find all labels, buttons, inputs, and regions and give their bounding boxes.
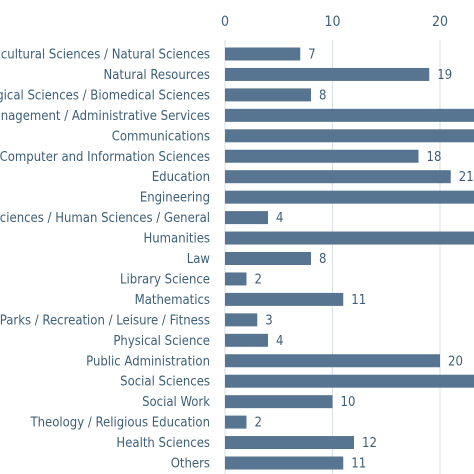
category-label: Mathematics <box>135 293 210 308</box>
x-tick-label: 20 <box>432 14 448 30</box>
bar <box>225 108 474 122</box>
category-label: Business / Management / Administrative S… <box>0 109 210 124</box>
bar <box>225 436 354 450</box>
category-label: Agricultural Sciences / Natural Sciences <box>0 48 210 63</box>
bar <box>225 67 430 81</box>
bar <box>225 333 268 347</box>
data-label: 2 <box>255 416 262 431</box>
data-label: 8 <box>319 88 326 103</box>
category-label: Communications <box>112 129 210 144</box>
bar <box>225 354 440 368</box>
category-label: Education <box>152 170 210 185</box>
data-label: 3 <box>265 313 272 328</box>
category-label: Engineering <box>140 191 210 206</box>
bar <box>225 292 344 306</box>
data-label: 11 <box>351 293 366 308</box>
category-label: Humanities <box>143 232 210 247</box>
bar <box>225 88 311 102</box>
category-labels: Agricultural Sciences / Natural Sciences… <box>0 48 210 472</box>
bar <box>225 190 474 204</box>
data-label: 10 <box>341 395 356 410</box>
data-label: 20 <box>448 354 463 369</box>
bars <box>225 47 474 470</box>
bar <box>225 456 344 470</box>
category-label: Social Sciences <box>120 375 210 390</box>
data-label: 11 <box>351 457 366 472</box>
bar <box>225 272 247 286</box>
data-label: 4 <box>276 211 283 226</box>
category-label: Physical Science <box>113 334 210 349</box>
value-labels: 71983327182132433821134201021211 <box>255 48 474 472</box>
category-label: Parks / Recreation / Leisure / Fitness <box>0 313 210 328</box>
bar <box>225 374 474 388</box>
data-label: 12 <box>362 436 377 451</box>
category-label: Family and Consumer Sciences / Human Sci… <box>0 211 210 226</box>
bar <box>225 170 451 184</box>
data-label: 2 <box>255 272 262 287</box>
bar <box>225 395 333 409</box>
x-axis-ticks: 010203040 <box>221 14 448 30</box>
category-label: Others <box>171 457 210 472</box>
data-label: 4 <box>276 334 283 349</box>
category-label: Theology / Religious Education <box>29 416 210 431</box>
bar <box>225 415 247 429</box>
bar <box>225 47 301 61</box>
category-label: Computer and Information Sciences <box>0 150 210 165</box>
bar <box>225 252 311 265</box>
category-label: Natural Resources <box>104 68 211 83</box>
category-label: Public Administration <box>86 354 210 369</box>
category-label: Library Science <box>120 272 210 287</box>
category-label: Law <box>187 252 211 267</box>
data-label: 18 <box>427 150 442 165</box>
category-label: Health Sciences <box>116 436 210 451</box>
category-label: Social Work <box>142 395 210 410</box>
bar <box>225 211 268 225</box>
x-tick-label: 10 <box>324 14 340 30</box>
bar <box>225 149 419 163</box>
data-label: 8 <box>319 252 326 267</box>
data-label: 21 <box>459 170 474 185</box>
data-label: 7 <box>308 48 315 63</box>
data-label: 19 <box>437 68 452 83</box>
x-tick-label: 0 <box>221 14 229 30</box>
bar <box>225 231 474 245</box>
bar <box>225 313 258 327</box>
bar <box>225 129 474 143</box>
category-label: Biological Sciences / Biomedical Science… <box>0 88 210 103</box>
